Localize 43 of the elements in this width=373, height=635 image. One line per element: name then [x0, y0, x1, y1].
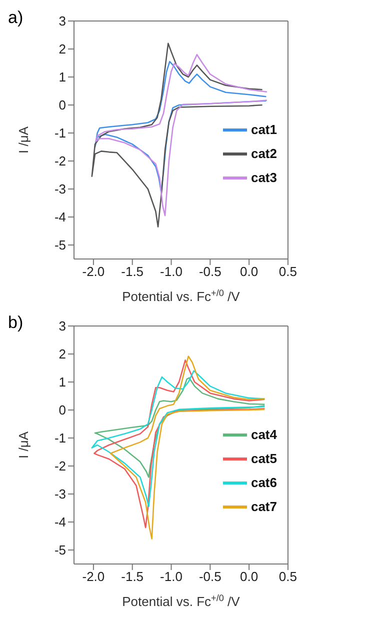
y-tick-label: -5 [54, 542, 66, 558]
y-tick-label: 1 [58, 374, 66, 390]
y-tick-label: -4 [54, 210, 66, 225]
x-axis-title: Potential vs. Fc$^{+/0}$ /V [122, 288, 240, 304]
y-tick-label: -1 [54, 126, 66, 141]
y-tick-label: 0 [58, 98, 66, 113]
y-tick-label: -3 [54, 182, 66, 197]
x-tick-label: -1.0 [160, 569, 182, 584]
y-tick-label: 0 [58, 402, 66, 418]
legend-label: cat7 [250, 499, 277, 514]
legend-label: cat5 [250, 451, 277, 466]
legend-label: cat6 [250, 475, 277, 490]
x-tick-label: -2.0 [82, 264, 105, 280]
x-tick-label: -2.0 [82, 569, 105, 584]
y-tick-label: 2 [58, 346, 66, 362]
y-tick-label: -4 [54, 514, 66, 530]
x-tick-label: 0.5 [278, 264, 298, 280]
chart-title: b) [8, 313, 24, 333]
x-tick-label: 0.0 [240, 264, 258, 280]
y-tick-label: -5 [54, 238, 66, 253]
legend-label: cat3 [250, 170, 277, 186]
y-tick-label: 3 [58, 318, 66, 334]
y-tick-label: -2 [54, 154, 66, 169]
x-tick-label: -0.5 [198, 569, 222, 584]
x-tick-label: -1.0 [160, 264, 182, 280]
x-tick-label: -1.5 [121, 264, 144, 280]
legend-label: cat2 [250, 146, 277, 162]
x-tick-label: -1.5 [121, 569, 144, 584]
y-tick-label: -1 [54, 430, 66, 446]
y-tick-label: 3 [58, 14, 66, 29]
y-tick-label: 1 [58, 70, 66, 85]
legend-label: cat1 [250, 122, 277, 138]
x-axis-title: Potential vs. Fc$^{+/0}$ /V [122, 593, 240, 609]
legend-label: cat4 [250, 427, 277, 442]
y-tick-label: -2 [54, 458, 66, 474]
x-tick-label: 0.5 [278, 569, 298, 584]
y-axis-title: I /μA [16, 126, 31, 154]
chart-title: a) [8, 8, 24, 28]
x-tick-label: -0.5 [198, 264, 222, 280]
y-tick-label: 2 [58, 42, 66, 57]
y-axis-title: I /μA [16, 431, 31, 458]
y-tick-label: -3 [54, 486, 66, 502]
x-tick-label: 0.0 [240, 569, 258, 584]
